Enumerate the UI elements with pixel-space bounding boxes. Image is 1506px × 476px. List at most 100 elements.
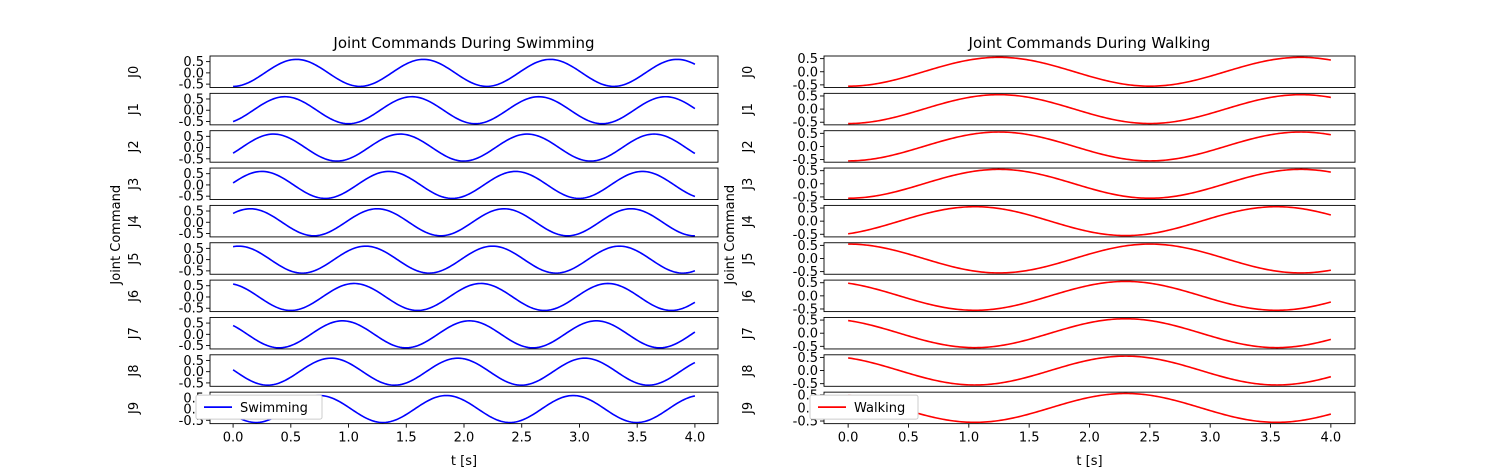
joint-label: J6 [741, 290, 756, 303]
x-tick-label: 3.0 [1200, 431, 1221, 446]
y-tick-label: 0.5 [797, 202, 818, 217]
y-tick-label: 0.0 [183, 104, 204, 119]
legend-box [809, 394, 919, 420]
y-tick-label: -0.5 [179, 376, 204, 391]
x-tick-label: 1.0 [338, 431, 359, 446]
joint-label: J2 [741, 140, 756, 153]
x-tick-label: 0.0 [838, 431, 859, 446]
y-tick-label: 0.5 [797, 52, 818, 67]
subplot-j3: 0.50.0-0.5 J3 [741, 164, 1356, 205]
x-tick-label: 2.0 [454, 431, 475, 446]
series-line-j4 [232, 207, 695, 237]
series-line-j8 [232, 357, 696, 386]
y-tick-label: 0.0 [797, 364, 818, 379]
series-line-j5 [848, 243, 1331, 274]
subplot-j8: 0.50.0-0.5 J8 [741, 351, 1356, 392]
y-tick-label: 0.0 [797, 327, 818, 342]
joint-label: J0 [127, 66, 142, 79]
y-tick-label: -0.5 [179, 302, 204, 317]
subplot-j2: 0.50.0-0.5 J2 [127, 130, 719, 167]
y-tick-label: 0.5 [183, 354, 204, 369]
subplot-j6: 0.50.0-0.5 J6 [741, 276, 1356, 317]
chart-title: Joint Commands During Swimming [332, 34, 594, 52]
joint-label: J8 [127, 364, 142, 377]
y-tick-label: 0.5 [183, 130, 204, 145]
y-tick-label: 0.0 [183, 365, 204, 380]
series-line-j4 [848, 205, 1332, 237]
joint-label: J9 [127, 402, 142, 415]
joint-label: J2 [127, 140, 142, 153]
series-line-j1 [848, 93, 1331, 125]
y-tick-label: -0.5 [793, 377, 818, 392]
legend: Walking [809, 394, 919, 420]
y-tick-label: 0.5 [183, 55, 204, 70]
y-tick-label: -0.5 [179, 227, 204, 242]
joint-label: J1 [127, 103, 142, 116]
joint-label: J3 [741, 178, 756, 191]
x-tick-label: 2.0 [1079, 431, 1100, 446]
y-tick-label: -0.5 [179, 78, 204, 93]
series-line-j0 [233, 58, 696, 88]
y-tick-label: 0.5 [797, 164, 818, 179]
y-tick-label: -0.5 [179, 152, 204, 167]
series-line-j6 [232, 282, 696, 312]
x-axis-label: t [s] [1076, 454, 1102, 469]
y-tick-label: -0.5 [793, 228, 818, 243]
joint-label: J4 [127, 215, 142, 228]
y-tick-label: 0.0 [797, 289, 818, 304]
y-tick-label: -0.5 [793, 265, 818, 280]
joint-label: J3 [127, 178, 142, 191]
y-tick-label: 0.5 [797, 314, 818, 329]
joint-label: J6 [127, 290, 142, 303]
y-tick-label: 0.5 [797, 351, 818, 366]
x-tick-label: 3.5 [1260, 431, 1281, 446]
x-tick-label: 2.5 [1139, 431, 1160, 446]
subplot-j3: 0.50.0-0.5 J3 [127, 167, 719, 205]
legend-label: Walking [854, 401, 905, 416]
subplot-j0: 0.50.0-0.5 J0 [741, 52, 1356, 93]
y-tick-label: 0.0 [183, 216, 204, 231]
y-tick-label: 0.0 [183, 178, 204, 193]
axes-frame [209, 204, 719, 238]
y-tick-label: 0.0 [183, 66, 204, 81]
y-axis-label: Joint Command [109, 185, 124, 286]
series-line-j7 [232, 320, 696, 349]
y-tick-label: -0.5 [793, 340, 818, 355]
y-tick-label: -0.5 [793, 78, 818, 93]
subplot-j5: 0.50.0-0.5 J5 [741, 239, 1356, 280]
y-tick-label: 0.5 [797, 127, 818, 142]
joint-label: J4 [741, 215, 756, 228]
joint-label: J7 [127, 327, 142, 340]
subplot-j0: 0.50.0-0.5 J0 [127, 55, 719, 93]
chart-title: Joint Commands During Walking [968, 34, 1211, 52]
axes-frame [209, 242, 719, 275]
y-tick-label: 0.5 [183, 92, 204, 107]
joint-label: J0 [741, 66, 756, 79]
y-tick-label: 0.0 [797, 215, 818, 230]
x-tick-label: 0.0 [223, 431, 244, 446]
x-tick-label: 1.5 [396, 431, 417, 446]
legend-box [195, 394, 323, 420]
series-line-j5 [232, 245, 696, 274]
x-tick-label: 4.0 [685, 431, 706, 446]
subplot-j4: 0.50.0-0.5 J4 [127, 204, 719, 242]
y-tick-label: 0.5 [183, 242, 204, 257]
axes-frame [209, 130, 719, 163]
x-tick-label: 0.5 [898, 431, 919, 446]
y-tick-label: 0.5 [183, 279, 204, 294]
subplot-j7: 0.50.0-0.5 J7 [741, 314, 1356, 355]
joint-label: J1 [741, 103, 756, 116]
axes-frame [209, 167, 719, 201]
y-tick-label: 0.0 [797, 65, 818, 80]
joint-label: J9 [741, 402, 756, 415]
y-tick-label: 0.5 [797, 239, 818, 254]
y-tick-label: -0.5 [793, 116, 818, 131]
y-tick-label: 0.5 [183, 317, 204, 332]
x-tick-label: 4.0 [1321, 431, 1342, 446]
legend: Swimming [195, 394, 323, 420]
y-tick-label: 0.5 [183, 167, 204, 182]
joint-label: J7 [741, 327, 756, 340]
y-tick-label: 0.0 [183, 328, 204, 343]
y-tick-label: 0.5 [797, 276, 818, 291]
series-line-j1 [232, 95, 696, 125]
